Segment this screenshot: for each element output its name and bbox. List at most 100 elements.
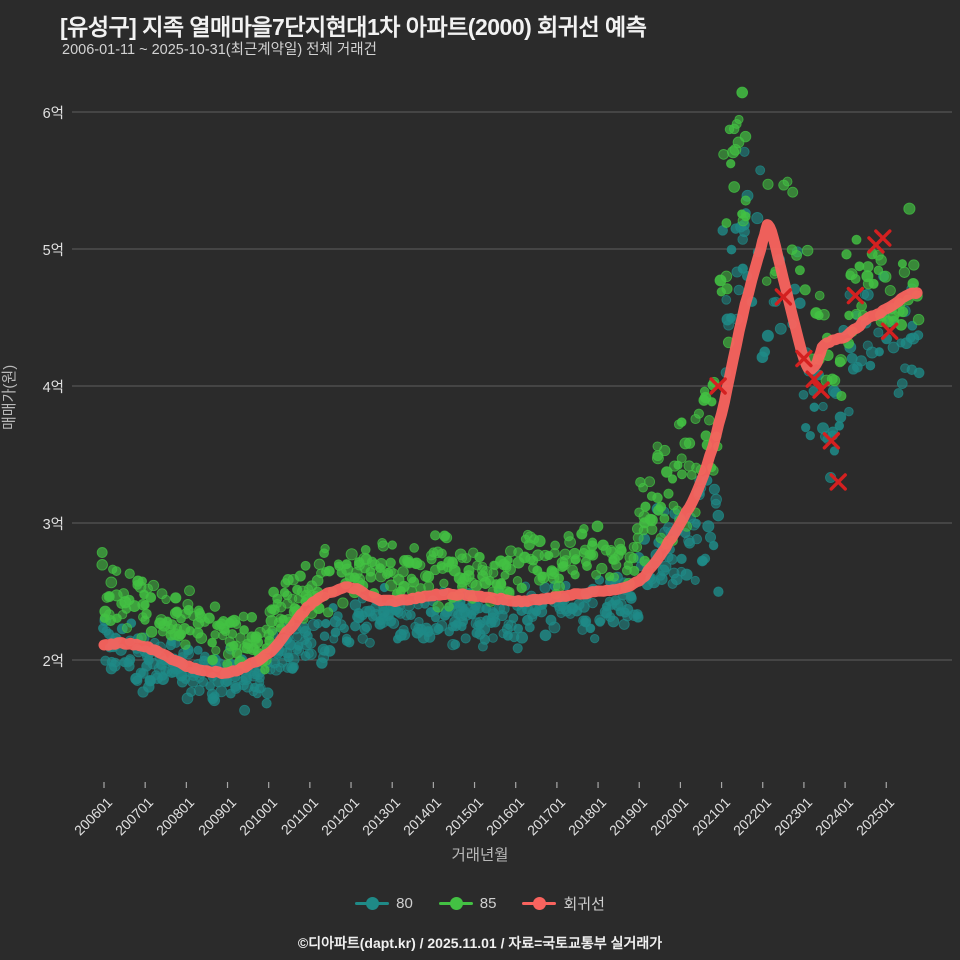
scatter-point xyxy=(422,570,435,583)
regression-path xyxy=(98,219,923,679)
scatter-point xyxy=(737,215,749,227)
scatter-point xyxy=(415,560,426,571)
scatter-point xyxy=(611,560,622,571)
scatter-point xyxy=(319,631,330,642)
y-tick-label: 5억 xyxy=(42,243,64,259)
scatter-point xyxy=(738,226,750,238)
scatter-point xyxy=(515,631,529,644)
scatter-point xyxy=(344,637,355,648)
scatter-point xyxy=(693,408,704,419)
scatter-point xyxy=(712,509,725,522)
scatter-point xyxy=(690,575,700,585)
scatter-point xyxy=(596,562,608,575)
scatter-point xyxy=(375,558,388,570)
scatter-point xyxy=(124,655,135,667)
scatter-point xyxy=(508,613,519,624)
scatter-point xyxy=(625,590,636,602)
scatter-point xyxy=(261,698,272,709)
scatter-point xyxy=(554,573,565,584)
scatter-point xyxy=(616,545,627,556)
cancelled-marker xyxy=(880,322,899,340)
scatter-point xyxy=(855,355,867,367)
scatter-point xyxy=(333,611,343,621)
cancelled-marker xyxy=(846,286,865,305)
legend-item-85[interactable]: 85 xyxy=(438,895,496,912)
legend-swatch-85 xyxy=(438,897,473,910)
scatter-point xyxy=(638,482,648,493)
scatter-point xyxy=(898,266,911,278)
scatter-point xyxy=(460,633,471,644)
scatter-point xyxy=(913,367,925,379)
scatter-point xyxy=(292,631,303,642)
scatter-point xyxy=(239,625,249,635)
scatter-point xyxy=(751,212,764,225)
scatter-point xyxy=(180,639,191,650)
scatter-point xyxy=(267,625,278,636)
scatter-point xyxy=(423,631,436,643)
scatter-point xyxy=(504,563,516,575)
scatter-point xyxy=(405,610,416,621)
legend-item-80[interactable]: 80 xyxy=(355,895,413,912)
scatter-point xyxy=(111,566,122,576)
scatter-point xyxy=(721,218,732,229)
scatter-point xyxy=(436,548,447,559)
scatter-point xyxy=(385,557,396,568)
scatter-point xyxy=(652,492,663,504)
scatter-point xyxy=(559,555,572,568)
scatter-point xyxy=(294,646,305,656)
scatter-point xyxy=(478,623,491,635)
scatter-point xyxy=(261,687,274,700)
scatter-point xyxy=(794,265,805,276)
scatter-point xyxy=(762,178,774,190)
scatter-point xyxy=(161,594,171,605)
scatter-point xyxy=(721,283,733,295)
scatter-point xyxy=(461,553,472,564)
scatter-series-85 xyxy=(96,86,925,675)
legend-item-regression[interactable]: 회귀선 xyxy=(522,893,605,914)
scatter-point xyxy=(809,402,820,412)
scatter-point xyxy=(862,261,874,273)
scatter-point xyxy=(659,444,671,457)
scatter-point xyxy=(313,558,326,570)
x-axis-label: 거래년월 xyxy=(451,847,509,864)
scatter-point xyxy=(487,612,499,625)
scatter-point xyxy=(255,677,265,687)
scatter-point xyxy=(365,571,377,583)
scatter-point xyxy=(673,460,683,470)
scatter-point xyxy=(124,568,135,579)
cancelled-marker xyxy=(874,229,892,247)
scatter-point xyxy=(210,630,220,640)
scatter-point xyxy=(782,176,793,187)
y-tick-label: 4억 xyxy=(42,380,64,396)
scatter-point xyxy=(323,645,336,657)
scatter-point xyxy=(590,633,600,644)
scatter-point xyxy=(676,417,687,428)
scatter-point xyxy=(457,616,469,627)
scatter-point xyxy=(740,195,751,206)
scatter-point xyxy=(203,612,215,624)
scatter-point xyxy=(232,619,242,629)
scatter-point xyxy=(903,202,916,215)
scatter-point xyxy=(659,513,670,524)
scatter-point xyxy=(582,561,592,571)
scatter-point xyxy=(170,592,182,604)
legend-label-regression: 회귀선 xyxy=(563,896,605,913)
scatter-point xyxy=(896,378,908,389)
scatter-point xyxy=(805,430,815,441)
legend-dot-regression xyxy=(533,897,547,910)
scatter-point xyxy=(184,585,195,597)
scatter-point xyxy=(524,622,535,633)
scatter-point xyxy=(207,637,217,648)
regression-line xyxy=(98,219,923,679)
scatter-point xyxy=(215,685,228,698)
scatter-point xyxy=(677,469,687,480)
scatter-point xyxy=(868,278,879,289)
scatter-point xyxy=(549,547,560,558)
scatter-point xyxy=(733,284,745,296)
scatter-point xyxy=(337,597,349,609)
scatter-point xyxy=(721,294,732,305)
scatter-point xyxy=(834,421,845,431)
scatter-point xyxy=(670,573,683,586)
scatter-point xyxy=(512,643,523,654)
